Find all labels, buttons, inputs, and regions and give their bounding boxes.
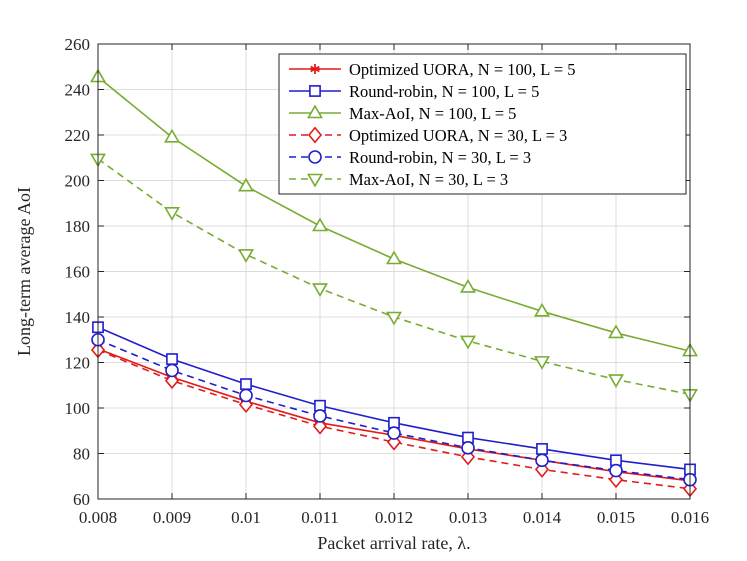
series-line xyxy=(97,349,691,490)
data-point xyxy=(164,207,180,221)
legend-marker xyxy=(309,85,321,97)
data-point xyxy=(165,363,179,378)
legend-label: Optimized UORA, N = 30, L = 3 xyxy=(349,126,567,145)
legend-label: Max-AoI, N = 100, L = 5 xyxy=(349,104,516,123)
legend-marker xyxy=(307,173,323,188)
data-point xyxy=(460,278,476,293)
data-point xyxy=(609,463,623,478)
x-tick-label: 0.016 xyxy=(671,508,709,527)
y-tick-label: 140 xyxy=(65,308,91,327)
data-point xyxy=(312,417,328,435)
data-point xyxy=(460,335,476,350)
series-layer xyxy=(90,68,698,498)
legend-label: Optimized UORA, N = 100, L = 5 xyxy=(349,60,576,79)
legend-marker xyxy=(310,64,320,74)
x-tick-label: 0.01 xyxy=(231,508,261,527)
data-point xyxy=(535,453,549,468)
y-tick-label: 160 xyxy=(65,263,91,282)
data-point xyxy=(386,250,402,265)
legend-item: Round-robin, N = 30, L = 3 xyxy=(289,148,531,167)
y-tick-label: 120 xyxy=(65,354,91,373)
y-tick-label: 60 xyxy=(73,490,90,509)
data-point xyxy=(313,409,327,423)
legend-box xyxy=(278,53,687,195)
legend-label: Round-robin, N = 100, L = 5 xyxy=(349,82,539,101)
y-tick-label: 100 xyxy=(65,399,91,418)
legend-item: Max-AoI, N = 30, L = 3 xyxy=(289,170,508,189)
data-point xyxy=(608,374,624,389)
x-axis-label: Packet arrival rate, λ. xyxy=(317,533,470,553)
data-point xyxy=(238,177,254,192)
data-point xyxy=(239,388,253,403)
data-point xyxy=(536,443,548,455)
legend-marker xyxy=(307,126,323,144)
legend-marker xyxy=(308,150,322,164)
data-point xyxy=(164,128,180,143)
data-point xyxy=(534,356,550,370)
y-tick-label: 80 xyxy=(73,445,90,464)
x-tick-label: 0.008 xyxy=(79,508,117,527)
legend-label: Round-robin, N = 30, L = 3 xyxy=(349,148,531,167)
legend-item: Optimized UORA, N = 100, L = 5 xyxy=(289,60,576,79)
x-tick-label: 0.012 xyxy=(375,508,413,527)
x-tick-label: 0.009 xyxy=(153,508,191,527)
data-point xyxy=(166,353,178,365)
data-point xyxy=(608,324,624,339)
legend-item: Round-robin, N = 100, L = 5 xyxy=(289,82,539,101)
legend-marker xyxy=(307,104,323,119)
legend-item: Optimized UORA, N = 30, L = 3 xyxy=(289,126,567,145)
data-point xyxy=(534,302,550,317)
x-tick-label: 0.015 xyxy=(597,508,635,527)
y-tick-label: 180 xyxy=(65,217,91,236)
x-tick-label: 0.013 xyxy=(449,508,487,527)
x-tick-label: 0.014 xyxy=(523,508,562,527)
axis-ticks: 0.008 0.009 0.01 0.011 0.012 0.013 0.014 0.015 0… xyxy=(65,35,710,527)
y-tick-label: 240 xyxy=(65,81,91,100)
legend-item: Max-AoI, N = 100, L = 5 xyxy=(289,104,516,123)
data-point xyxy=(312,283,328,298)
legend-label: Max-AoI, N = 30, L = 3 xyxy=(349,170,508,189)
data-point xyxy=(312,217,328,232)
data-point xyxy=(240,378,252,391)
legend: Optimized UORA, N = 100, L = 5 Round-robi… xyxy=(278,53,687,195)
y-axis-label: Long-term average AoI xyxy=(14,187,34,356)
y-tick-label: 220 xyxy=(65,126,91,145)
y-tick-label: 200 xyxy=(65,172,91,191)
data-point xyxy=(386,311,402,326)
data-point xyxy=(387,426,401,440)
data-point xyxy=(461,441,475,455)
y-tick-label: 260 xyxy=(65,35,91,54)
data-point xyxy=(164,372,180,390)
data-point xyxy=(238,249,254,263)
x-tick-label: 0.011 xyxy=(301,508,339,527)
